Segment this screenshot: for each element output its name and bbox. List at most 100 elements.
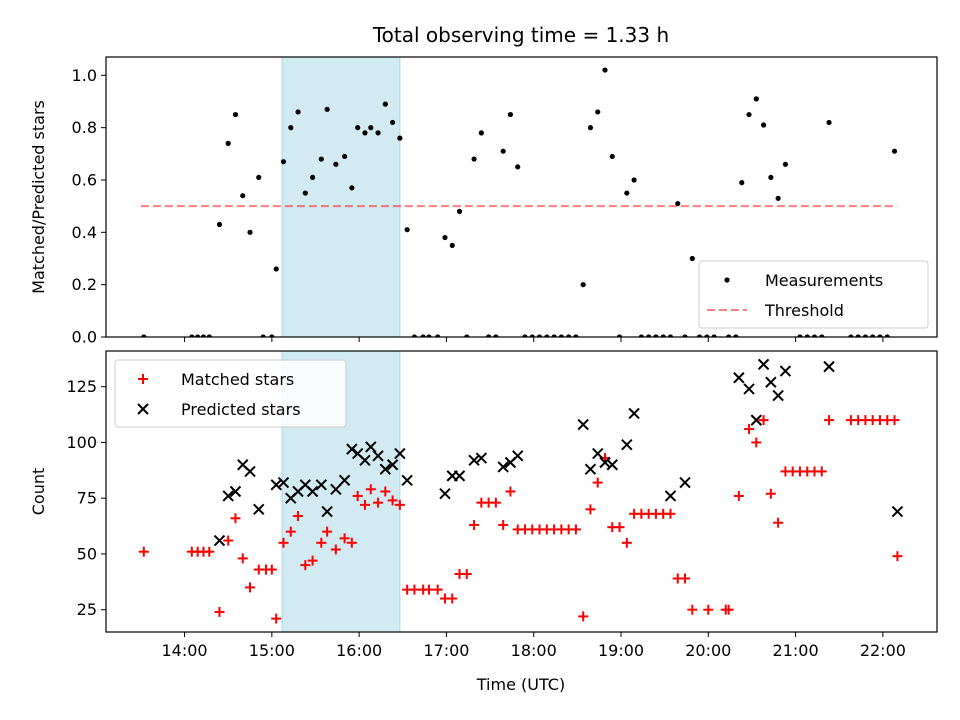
data-point (447, 593, 458, 604)
axes-frame (105, 350, 938, 633)
data-point (247, 229, 253, 235)
data-point (293, 511, 304, 522)
x-marker-b (346, 443, 358, 455)
data-point (566, 334, 572, 337)
data-point (680, 573, 691, 584)
data-point (679, 476, 691, 489)
bottom-panel-counts: 25 50 75 100 125 14:00 15:00 16:00 17:00 18:00 19:… (29, 350, 938, 660)
data-point (855, 334, 861, 337)
x-marker-b (628, 407, 640, 420)
data-point (449, 242, 455, 249)
data-point (266, 564, 277, 575)
data-point (206, 334, 212, 337)
data-point (599, 456, 611, 469)
data-point (240, 193, 246, 199)
data-point (529, 334, 535, 337)
x-tick-label: 16:00 (336, 641, 382, 660)
data-point (349, 185, 355, 191)
data-point (333, 161, 339, 167)
data-point (682, 334, 688, 337)
data-point (779, 365, 792, 377)
legend-label: Threshold (764, 301, 844, 320)
data-point (200, 334, 207, 337)
data-point (580, 282, 586, 288)
data-point (372, 450, 384, 462)
data-point (891, 505, 904, 518)
x-tick-label: 19:00 (598, 641, 644, 660)
x-marker-b (757, 358, 770, 371)
x-marker-b (592, 447, 604, 460)
data-point (711, 334, 717, 337)
data-point (214, 606, 225, 617)
y-axis-label: Matched/Predicted stars (29, 100, 48, 294)
data-point (592, 477, 603, 488)
data-point (512, 450, 524, 462)
data-point (585, 504, 596, 515)
data-point (570, 524, 581, 535)
data-point (616, 334, 623, 337)
data-point (665, 508, 676, 519)
data-point (628, 407, 640, 420)
x-marker-b (338, 474, 351, 487)
data-point (551, 334, 557, 337)
data-point (359, 454, 371, 466)
x-axis-label: Time (UTC) (476, 675, 565, 694)
data-point (409, 584, 420, 595)
data-point (229, 485, 242, 498)
x-marker-b (577, 418, 589, 431)
y-tick-label: 50 (77, 544, 97, 563)
x-marker-b (750, 414, 763, 426)
y-tick-label: 0.6 (72, 170, 97, 189)
series-matched-stars (138, 415, 903, 624)
data-point (375, 130, 381, 136)
data-point (278, 537, 289, 548)
x-marker-b (372, 450, 384, 462)
data-point (891, 148, 898, 154)
data-point (578, 611, 589, 622)
x-marker-b (270, 479, 282, 491)
data-point (435, 334, 441, 337)
y-axis-label: Count (29, 468, 48, 516)
data-point (889, 415, 900, 426)
x-tick-label: 14:00 (162, 641, 208, 660)
x-marker-b (779, 365, 792, 377)
data-point (420, 334, 426, 337)
data-point (365, 441, 377, 453)
data-point (330, 544, 341, 555)
y-tick-label: 100 (66, 433, 97, 452)
data-point (302, 190, 308, 196)
data-point (324, 106, 330, 112)
x-marker-b (321, 505, 333, 518)
x-marker-b (733, 372, 745, 384)
x-marker-b (222, 490, 234, 502)
data-point (621, 537, 632, 548)
data-point (631, 177, 637, 183)
data-point (515, 164, 521, 170)
x-marker-b (599, 456, 611, 469)
data-point (401, 474, 413, 487)
data-point (816, 466, 827, 477)
data-point (195, 334, 201, 337)
y-tick-label: 0.2 (72, 275, 97, 294)
legend-label: Measurements (765, 271, 883, 290)
data-point (775, 195, 781, 201)
x-tick-label: 21:00 (773, 641, 819, 660)
data-point (689, 255, 695, 262)
data-point (394, 447, 406, 460)
x-marker-b (277, 476, 290, 489)
data-point (653, 334, 659, 337)
data-layer (140, 67, 898, 337)
data-point (614, 522, 625, 533)
data-point (558, 334, 564, 337)
data-point (386, 459, 399, 471)
x-tick-label: 15:00 (249, 641, 295, 660)
data-point (507, 111, 514, 118)
data-point (760, 122, 767, 128)
data-point (141, 334, 147, 337)
x-marker-b (497, 461, 509, 473)
x-marker-b (891, 505, 904, 518)
legend-label: Predicted stars (181, 400, 301, 419)
x-marker-b (330, 483, 342, 495)
x-marker-b (379, 463, 392, 475)
